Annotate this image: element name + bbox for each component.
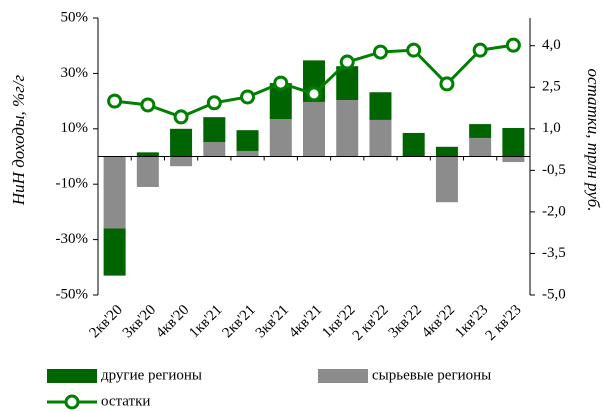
x-tick-label: 3кв'21 [253, 302, 292, 341]
y-tick-label: -10% [56, 176, 89, 192]
line-marker [107, 93, 123, 109]
bar [269, 83, 292, 120]
legend-label: сырьевые регионы [372, 367, 491, 383]
line-marker [339, 54, 355, 70]
x-tick-label: 4кв'21 [286, 302, 325, 341]
line-marker [273, 75, 289, 91]
y-tick-label: 10% [61, 120, 89, 136]
bar [336, 99, 359, 157]
y2-tick-label: -0,5 [542, 162, 566, 178]
bar [369, 119, 392, 157]
bar [502, 156, 525, 163]
line-marker [406, 42, 422, 58]
x-tick-label: 3кв'22 [386, 302, 425, 341]
bar [469, 124, 492, 138]
y2-tick-label: -3,5 [542, 245, 566, 261]
x-tick-label: 4кв'20 [153, 302, 192, 341]
legend-label: другие регионы [101, 367, 202, 383]
bar [170, 128, 193, 157]
bar [336, 66, 359, 100]
bar [303, 101, 325, 157]
bar [170, 156, 193, 167]
bar [103, 228, 126, 276]
bar [103, 156, 126, 229]
bar [369, 92, 392, 120]
line-marker [472, 42, 488, 58]
bar [502, 127, 525, 157]
x-tick-label: 3кв'20 [120, 302, 159, 341]
bar [236, 130, 259, 151]
line-marker [306, 86, 322, 102]
bar [269, 119, 292, 157]
legend-swatch [318, 369, 368, 383]
bar [136, 156, 159, 187]
line-marker [140, 97, 156, 113]
y2-tick-label: 4,0 [542, 37, 561, 53]
x-tick-label: 2кв'20 [87, 302, 126, 341]
bar [236, 150, 259, 157]
bar [402, 132, 425, 157]
y2-axis-label: остатки, трлн руб. [584, 68, 603, 211]
y2-tick-label: -5,0 [542, 286, 566, 302]
x-tick-label: 2 кв'23 [483, 302, 525, 344]
y-axis-label: НиН доходы, %г/г [9, 75, 28, 207]
line-marker [439, 76, 455, 92]
line-marker [505, 37, 521, 53]
y-tick-label: 50% [61, 9, 89, 25]
y-tick-label: -50% [56, 286, 89, 302]
y-tick-label: 30% [61, 65, 89, 81]
y-tick-label: -30% [56, 231, 89, 247]
bar [203, 117, 226, 143]
x-tick-label: 4кв'22 [419, 302, 458, 341]
line-marker [206, 95, 222, 111]
bar [435, 146, 458, 157]
x-tick-label: 1кв'21 [186, 302, 225, 341]
bar [435, 156, 458, 203]
x-tick-label: 2 кв'22 [350, 302, 392, 344]
bar [469, 137, 492, 157]
legend-label: остатки [101, 393, 150, 409]
x-tick-label: 2кв'21 [219, 302, 258, 341]
y2-tick-label: 1,0 [542, 120, 561, 136]
legend-swatch [47, 369, 97, 383]
line-marker [372, 44, 388, 60]
bar [203, 142, 226, 157]
y2-tick-label: -2,0 [542, 203, 566, 219]
bar [136, 152, 159, 157]
line-marker [240, 89, 256, 105]
legend-marker [64, 394, 80, 410]
y2-tick-label: 2,5 [542, 79, 561, 95]
line-marker [173, 109, 189, 125]
